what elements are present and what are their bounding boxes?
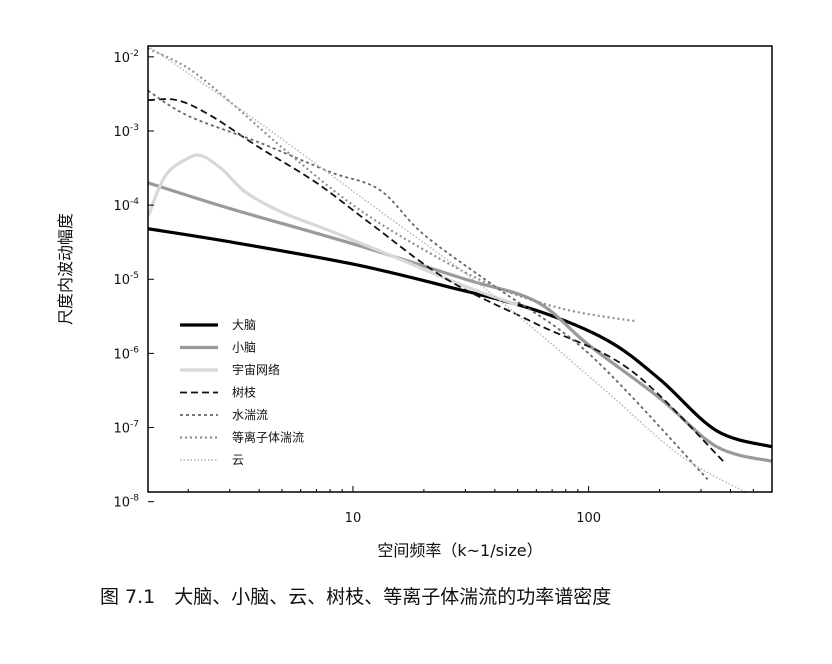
series-line-7 bbox=[148, 46, 748, 492]
series-line-5 bbox=[148, 89, 709, 480]
legend-label-1: 大脑 bbox=[232, 318, 256, 332]
legend-label-5: 水湍流 bbox=[232, 408, 268, 422]
series-line-6 bbox=[148, 47, 637, 323]
legend-label-6: 等离子体湍流 bbox=[232, 430, 304, 445]
y-tick-label: 10-3 bbox=[113, 123, 139, 140]
x-tick-label: 10 bbox=[345, 511, 362, 526]
y-tick-label: 10-4 bbox=[113, 197, 139, 214]
legend-label-3: 宇宙网络 bbox=[232, 362, 280, 377]
plot-frame bbox=[147, 45, 773, 493]
legend-label-4: 树枝 bbox=[232, 385, 256, 400]
figure-caption: 图 7.1 大脑、小脑、云、树枝、等离子体湍流的功率谱密度 bbox=[100, 586, 611, 608]
series-line-4 bbox=[148, 98, 726, 464]
y-tick-label: 10-8 bbox=[113, 494, 139, 511]
ticks-layer: 10 100 10-2 10-3 10-4 10-5 10-6 10-7 10-8 bbox=[113, 49, 773, 526]
y-tick-label: 10-5 bbox=[113, 271, 139, 288]
legend-label-2: 小脑 bbox=[232, 341, 256, 355]
y-axis-label: 尺度内波动幅度 bbox=[56, 213, 75, 325]
series-line-2 bbox=[148, 181, 772, 463]
y-tick-label: 10-2 bbox=[113, 49, 139, 66]
y-tick-label: 10-7 bbox=[113, 420, 139, 437]
x-axis-label: 空间频率（k~1/size） bbox=[377, 541, 542, 560]
x-tick-label: 100 bbox=[576, 511, 601, 526]
series-line-3 bbox=[148, 153, 519, 307]
series-layer bbox=[148, 46, 772, 492]
legend-label-7: 云 bbox=[232, 453, 244, 467]
y-tick-label: 10-6 bbox=[113, 345, 139, 362]
